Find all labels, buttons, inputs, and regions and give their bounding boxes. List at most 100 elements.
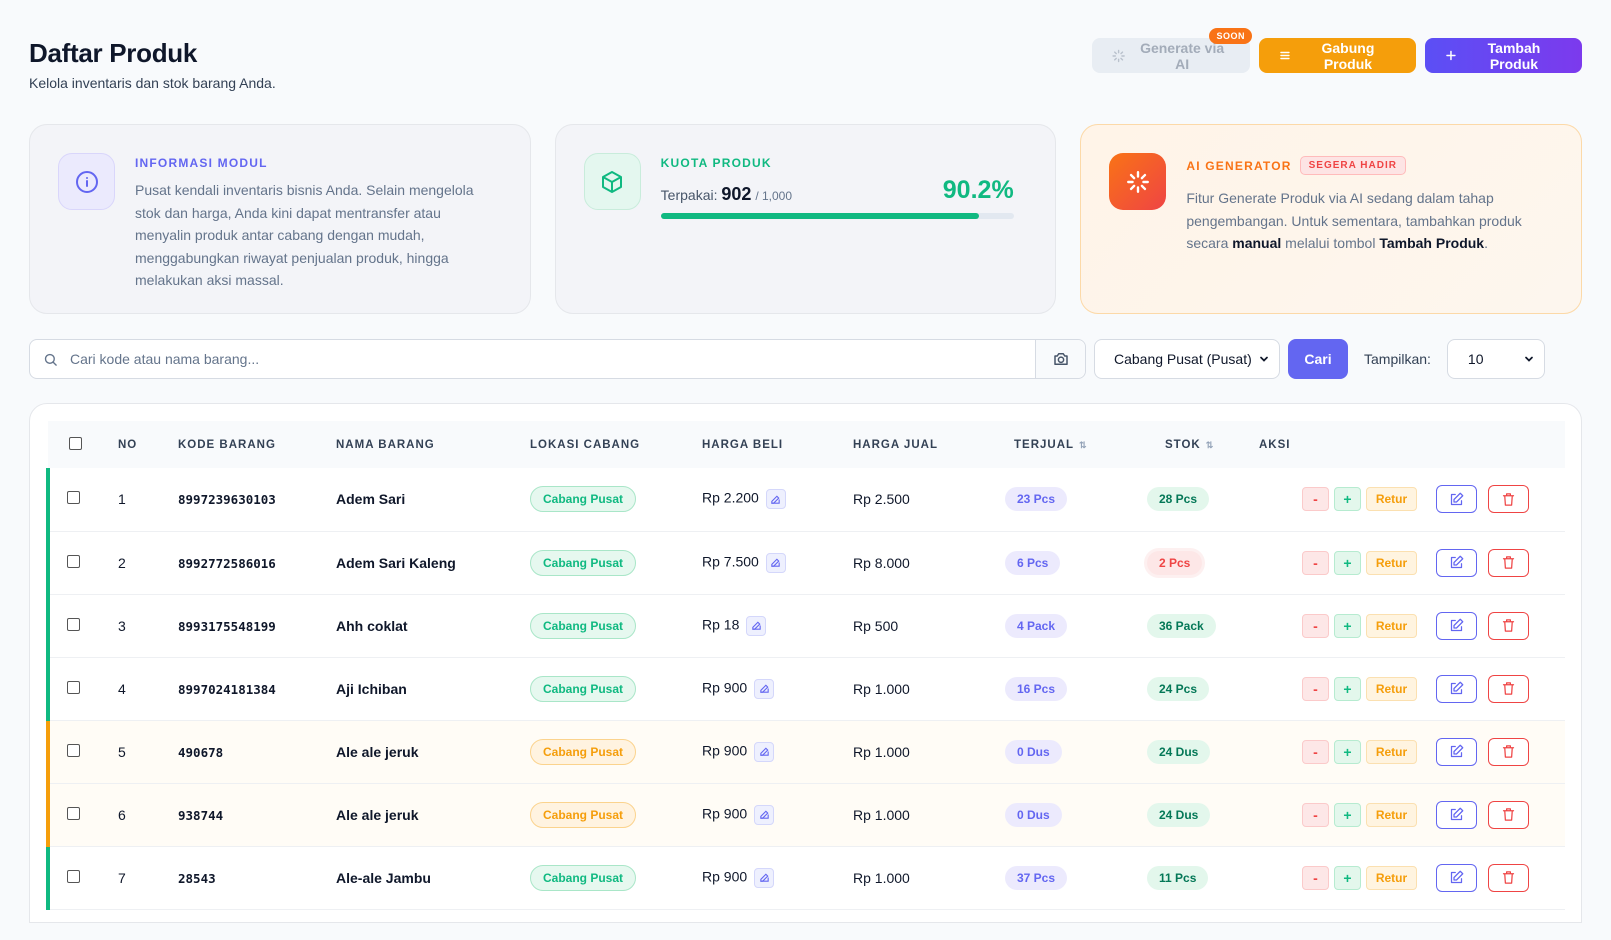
- edit-icon: [759, 873, 769, 882]
- decrease-stock-button[interactable]: -: [1302, 550, 1329, 575]
- return-button[interactable]: Retur: [1366, 802, 1417, 827]
- edit-icon: [1450, 555, 1464, 569]
- delete-button[interactable]: [1488, 800, 1529, 829]
- edit-price-button[interactable]: [754, 741, 775, 762]
- delete-button[interactable]: [1488, 485, 1529, 514]
- increase-stock-button[interactable]: +: [1334, 487, 1361, 512]
- branch-badge: Cabang Pusat: [530, 549, 637, 576]
- edit-button[interactable]: [1436, 674, 1477, 703]
- page-size-value: 10: [1467, 351, 1484, 367]
- increase-stock-button[interactable]: +: [1334, 802, 1361, 827]
- delete-button[interactable]: [1488, 611, 1529, 640]
- quota-used-value: 902: [721, 184, 752, 204]
- select-all-checkbox[interactable]: [69, 436, 82, 450]
- add-product-button[interactable]: Tambah Produk: [1425, 38, 1582, 73]
- stock-badge: 24 Dus: [1147, 739, 1211, 764]
- decrease-stock-button[interactable]: -: [1302, 865, 1329, 890]
- delete-button[interactable]: [1488, 548, 1529, 577]
- increase-stock-button[interactable]: +: [1334, 865, 1361, 890]
- ai-generator-label: AI GENERATOR SEGERA HADIR: [1186, 156, 1536, 175]
- decrease-stock-button[interactable]: -: [1302, 487, 1329, 512]
- trash-icon: [1502, 556, 1515, 569]
- generate-ai-button[interactable]: Generate via AI SOON: [1092, 28, 1252, 73]
- chevron-down-icon: [1525, 356, 1533, 362]
- return-button[interactable]: Retur: [1366, 676, 1417, 701]
- quota-progress-bar: [660, 213, 1014, 219]
- increase-stock-button[interactable]: +: [1334, 613, 1361, 638]
- col-stock[interactable]: STOK ⇅: [1165, 438, 1215, 451]
- col-sell-price: HARGA JUAL: [853, 438, 938, 451]
- row-code: 8993175548199: [178, 618, 276, 634]
- return-button[interactable]: Retur: [1366, 487, 1417, 512]
- row-sell-price: Rp 2.500: [853, 468, 1005, 532]
- search-button[interactable]: Cari: [1288, 339, 1348, 379]
- decrease-stock-button[interactable]: -: [1302, 613, 1329, 638]
- col-sold[interactable]: TERJUAL ⇅: [1014, 438, 1088, 451]
- return-button[interactable]: Retur: [1366, 865, 1417, 890]
- camera-scan-button[interactable]: [1035, 340, 1085, 378]
- edit-button[interactable]: [1436, 737, 1477, 766]
- header-actions: Generate via AI SOON Gabung Produk Tamba…: [1092, 28, 1582, 73]
- row-checkbox[interactable]: [67, 680, 80, 694]
- products-table-card: NO KODE BARANG NAMA BARANG LOKASI CABANG…: [29, 403, 1582, 923]
- search-bar: Cabang Pusat (Pusat) Cari Tampilkan: 10: [29, 339, 1582, 379]
- return-button[interactable]: Retur: [1366, 550, 1417, 575]
- page-size-select[interactable]: 10: [1446, 339, 1545, 379]
- row-checkbox[interactable]: [67, 554, 80, 568]
- plus-icon: [1446, 50, 1456, 61]
- camera-icon: [1053, 353, 1068, 365]
- coming-soon-badge: SEGERA HADIR: [1299, 156, 1406, 175]
- decrease-stock-button[interactable]: -: [1302, 739, 1329, 764]
- row-code: 8992772586016: [178, 555, 276, 571]
- edit-price-button[interactable]: [746, 615, 767, 636]
- edit-button[interactable]: [1436, 548, 1477, 577]
- edit-icon: [759, 810, 769, 819]
- quota-total: / 1,000: [755, 189, 793, 203]
- return-button[interactable]: Retur: [1366, 613, 1417, 638]
- col-code: KODE BARANG: [178, 438, 276, 451]
- decrease-stock-button[interactable]: -: [1302, 802, 1329, 827]
- row-checkbox[interactable]: [67, 491, 80, 505]
- search-input[interactable]: [70, 351, 1035, 367]
- edit-price-button[interactable]: [765, 552, 786, 573]
- edit-button[interactable]: [1436, 485, 1477, 514]
- row-checkbox[interactable]: [67, 743, 80, 757]
- decrease-stock-button[interactable]: -: [1302, 676, 1329, 701]
- show-label: Tampilkan:: [1364, 351, 1431, 367]
- row-name: Ale ale jeruk: [336, 743, 419, 760]
- return-button[interactable]: Retur: [1366, 739, 1417, 764]
- quota-progress-fill: [660, 213, 980, 219]
- row-checkbox[interactable]: [67, 806, 80, 820]
- row-checkbox[interactable]: [67, 869, 80, 883]
- sparkle-icon: [1109, 153, 1167, 210]
- edit-icon: [1450, 870, 1464, 884]
- quota-used: Terpakai: 902 / 1,000: [660, 184, 793, 204]
- delete-button[interactable]: [1488, 674, 1529, 703]
- branch-select[interactable]: Cabang Pusat (Pusat): [1094, 339, 1280, 379]
- edit-price-button[interactable]: [754, 678, 775, 699]
- delete-button[interactable]: [1488, 737, 1529, 766]
- stock-badge: 28 Pcs: [1147, 487, 1210, 512]
- edit-price-button[interactable]: [754, 867, 775, 888]
- edit-button[interactable]: [1436, 863, 1477, 892]
- edit-icon: [1450, 492, 1464, 505]
- add-product-label: Tambah Produk: [1487, 39, 1541, 72]
- row-buy-price: Rp 900: [702, 805, 748, 822]
- increase-stock-button[interactable]: +: [1334, 550, 1361, 575]
- branch-badge: Cabang Pusat: [530, 612, 637, 639]
- edit-price-button[interactable]: [765, 489, 786, 510]
- table-header-row: NO KODE BARANG NAMA BARANG LOKASI CABANG…: [48, 421, 1565, 468]
- soon-badge: SOON: [1209, 28, 1252, 44]
- branch-badge: Cabang Pusat: [530, 486, 637, 513]
- row-code: 490678: [178, 744, 224, 760]
- edit-button[interactable]: [1436, 800, 1477, 829]
- delete-button[interactable]: [1488, 863, 1529, 892]
- merge-products-button[interactable]: Gabung Produk: [1259, 38, 1416, 73]
- edit-button[interactable]: [1436, 611, 1477, 640]
- increase-stock-button[interactable]: +: [1334, 739, 1361, 764]
- row-checkbox[interactable]: [67, 617, 80, 631]
- increase-stock-button[interactable]: +: [1334, 676, 1361, 701]
- row-sell-price: Rp 1.000: [853, 846, 1005, 910]
- quota-label: KUOTA PRODUK: [660, 156, 772, 170]
- edit-price-button[interactable]: [754, 804, 775, 825]
